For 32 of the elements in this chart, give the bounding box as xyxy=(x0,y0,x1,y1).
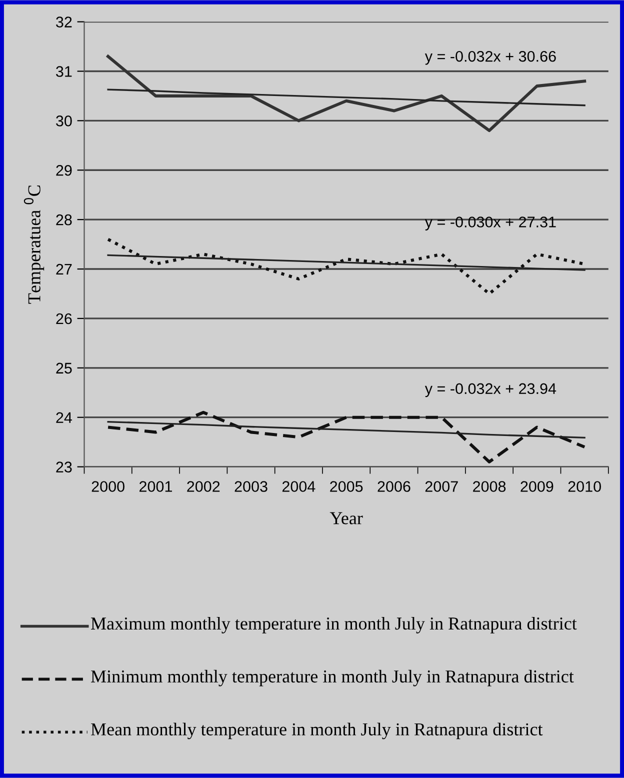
x-tick-label: 2007 xyxy=(425,481,458,492)
y-tick-label: 29 xyxy=(56,164,72,176)
line-series xyxy=(107,88,586,106)
y-tick-label: 23 xyxy=(56,462,72,472)
y-tick-label: 25 xyxy=(56,362,72,374)
annotation: y = -0.032x + 23.94 xyxy=(424,383,556,398)
x-tick-label: 2001 xyxy=(139,481,172,492)
y-tick-label: 26 xyxy=(56,313,72,324)
x-tick-label: 2008 xyxy=(473,481,506,492)
x-tick-label: 2009 xyxy=(520,481,554,492)
y-tick-label: 27 xyxy=(56,264,72,275)
x-tick-label: 2000 xyxy=(92,481,124,492)
x-tick-label: 2006 xyxy=(378,481,410,492)
y-tick-label: 31 xyxy=(56,66,72,77)
y-axis-title: Temperatuea $^{0}$C xyxy=(24,186,44,304)
y-tick-label: 30 xyxy=(56,116,72,126)
legend-label: Minimum monthly temperature in month July in Ratnapura district xyxy=(91,670,574,686)
y-tick-label: 28 xyxy=(56,214,72,226)
annotation: y = -0.032x + 30.66 xyxy=(424,50,556,65)
x-tick-label: 2003 xyxy=(234,481,268,492)
line-series xyxy=(107,254,586,271)
legend-label: Mean monthly temperature in month July in Ratnapura district xyxy=(91,722,543,740)
x-tick-label: 2004 xyxy=(282,481,316,492)
line-series xyxy=(106,410,586,464)
line-series xyxy=(107,420,586,438)
legend-label: Maximum monthly temperature in month July in Ratnapura district xyxy=(91,616,577,634)
x-tick-label: 2005 xyxy=(330,481,363,492)
x-axis-title: Year xyxy=(330,512,363,524)
y-tick-label: 24 xyxy=(56,412,72,423)
y-tick-label: 32 xyxy=(56,16,72,28)
x-tick-label: 2010 xyxy=(568,481,601,492)
x-tick-label: 2002 xyxy=(187,481,220,492)
